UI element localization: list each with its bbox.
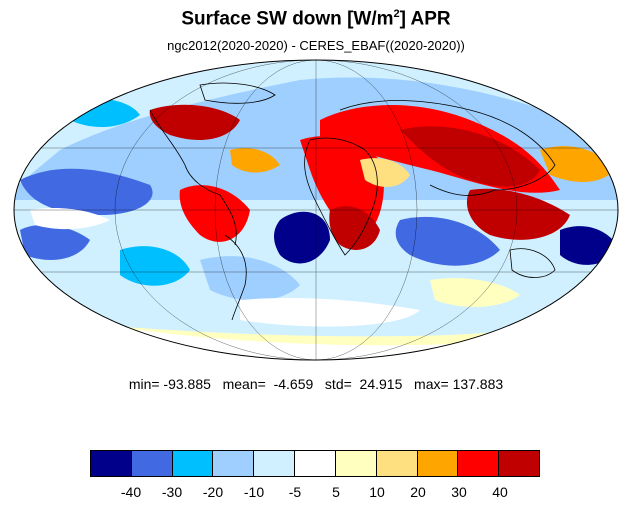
colorbar-tick-label: 20: [410, 484, 426, 500]
colorbar-tick-label: 30: [451, 484, 467, 500]
title-tail: ] APR: [399, 8, 451, 30]
coastlines: [149, 82, 556, 321]
colorbar-tick-labels: -40 -30 -20 -10 -5 5 10 20 30 40: [0, 484, 632, 502]
colorbar-tick-label: -30: [161, 484, 183, 500]
colorbar-tick-label: -10: [243, 484, 265, 500]
colorbar-swatch: [499, 451, 539, 476]
world-map: [13, 59, 619, 361]
colorbar-tick-label: -40: [120, 484, 142, 500]
colorbar-swatch: [91, 451, 132, 476]
colorbar-swatch: [254, 451, 296, 476]
colorbar-tick-label: -20: [202, 484, 224, 500]
colorbar-swatch: [376, 451, 418, 476]
colorbar-swatch: [131, 451, 173, 476]
colorbar-tick-label: -5: [288, 484, 302, 500]
colorbar-swatch: [335, 451, 377, 476]
title-superscript: 2: [393, 8, 400, 20]
statistics-line: min= -93.885 mean= -4.659 std= 24.915 ma…: [128, 376, 504, 392]
map-field: [14, 60, 618, 360]
plot-title: Surface SW down [W/m2] APR: [0, 8, 632, 30]
colorbar-swatch: [417, 451, 459, 476]
colorbar-swatch: [213, 451, 255, 476]
colorbar-tick-label: 40: [492, 484, 508, 500]
plot-subtitle: ngc2012(2020-2020) - CERES_EBAF((2020-20…: [167, 38, 465, 53]
colorbar-swatch: [295, 451, 336, 476]
colorbar-tick-label: 10: [369, 484, 385, 500]
colorbar-swatch: [458, 451, 500, 476]
graticule: [14, 60, 618, 360]
colorbar: [90, 450, 540, 477]
colorbar-swatch: [172, 451, 214, 476]
colorbar-tick-label: 5: [332, 484, 340, 500]
title-text: Surface SW down [W/m: [181, 8, 394, 30]
globe-outline: [13, 59, 619, 361]
